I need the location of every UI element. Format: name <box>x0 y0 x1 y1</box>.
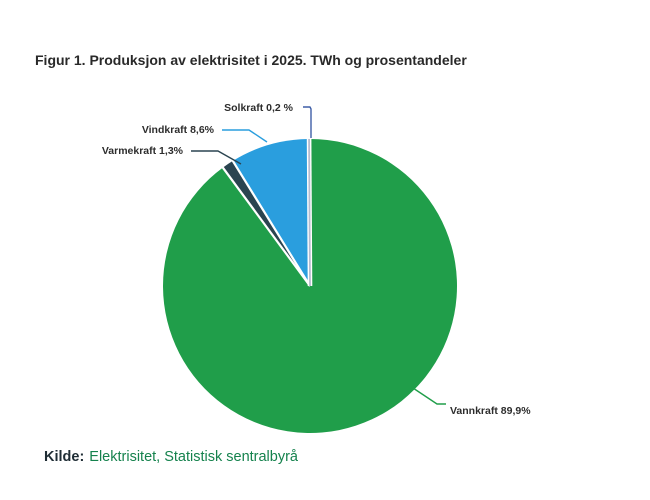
slice-separator <box>231 159 311 287</box>
leader-line-solkraft <box>303 106 312 138</box>
leader-line-varmekraft <box>191 150 242 165</box>
source-link[interactable]: Elektrisitet, Statistisk sentralbyrå <box>89 449 298 465</box>
leader-line-vannkraft <box>412 387 446 405</box>
leader-line-vindkraft <box>222 129 268 143</box>
slice-label-solkraft: Solkraft 0,2 % <box>224 102 293 114</box>
slice-separator <box>221 166 311 287</box>
slice-label-vindkraft: Vindkraft 8,6% <box>141 124 214 136</box>
pie-slice-vindkraft[interactable] <box>232 139 310 286</box>
slice-label-varmekraft: Varmekraft 1,3% <box>101 145 183 157</box>
chart-title: Figur 1. Produksjon av elektrisitet i 20… <box>35 52 467 68</box>
source-prefix: Kilde: <box>44 449 85 465</box>
pie-slice-solkraft[interactable] <box>308 138 311 287</box>
source-line: Kilde: Elektrisitet, Statistisk sentralby… <box>44 449 298 465</box>
slice-label-vannkraft: Vannkraft 89,9% <box>450 405 531 417</box>
